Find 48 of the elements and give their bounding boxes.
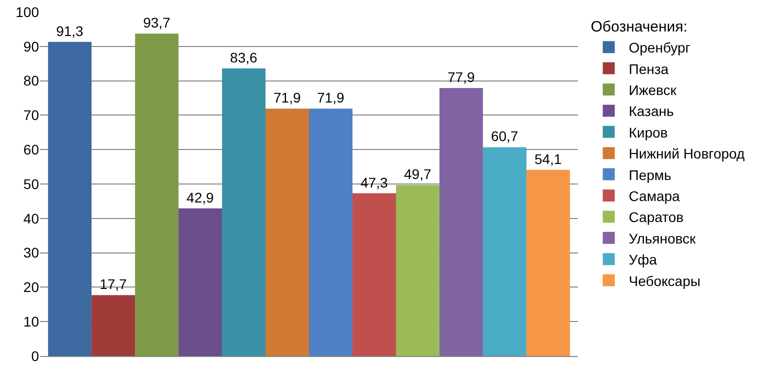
legend-label: Самара (628, 188, 680, 204)
legend-label: Киров (628, 124, 668, 140)
bar (482, 147, 526, 356)
data-label: 60,7 (490, 128, 518, 144)
y-tick-label: 20 (23, 279, 40, 296)
data-label: 91,3 (56, 22, 84, 39)
legend-label: Чебоксары (628, 272, 700, 289)
legend-label: Уфа (628, 252, 658, 268)
legend-label: Пенза (628, 60, 669, 77)
data-label: 54,1 (534, 150, 562, 167)
data-label: 83,6 (230, 49, 258, 66)
legend-label: Оренбург (628, 40, 690, 56)
data-label: 71,9 (317, 90, 344, 106)
bar (526, 170, 570, 356)
y-tick-label: 70 (23, 107, 40, 124)
bar (396, 185, 440, 356)
y-tick-label: 30 (23, 244, 40, 261)
legend-label: Пермь (628, 166, 672, 183)
data-label: 47,3 (360, 174, 388, 190)
bar (48, 42, 92, 356)
bar (135, 34, 179, 356)
bar (439, 88, 483, 356)
legend-label: Ульяновск (628, 230, 697, 246)
legend-label: Саратов (628, 209, 684, 226)
bar (222, 68, 266, 356)
legend-label: Ижевск (628, 82, 678, 98)
data-label: 71,9 (274, 90, 301, 106)
y-tick-label: 10 (23, 314, 40, 330)
bar (266, 108, 309, 356)
y-tick-label: 50 (23, 176, 40, 192)
bar (309, 108, 352, 356)
bar (92, 295, 136, 356)
bar (178, 208, 222, 356)
y-tick-label: 60 (23, 142, 40, 158)
y-tick-label: 0 (31, 348, 40, 364)
y-tick-label: 90 (23, 38, 40, 54)
legend-label: Нижний Новгород (628, 146, 745, 162)
data-label: 93,7 (143, 14, 171, 31)
legend-label: Казань (628, 103, 674, 120)
y-tick-label: 100 (16, 4, 40, 20)
data-label: 49,7 (404, 166, 432, 182)
data-label: 77,9 (447, 69, 475, 86)
data-label: 17,7 (100, 276, 128, 292)
y-tick-label: 40 (23, 210, 40, 226)
bar (352, 193, 396, 356)
data-label: 42,9 (186, 189, 214, 206)
legend-title: Обозначения: (590, 18, 688, 36)
y-tick-label: 80 (23, 72, 40, 89)
